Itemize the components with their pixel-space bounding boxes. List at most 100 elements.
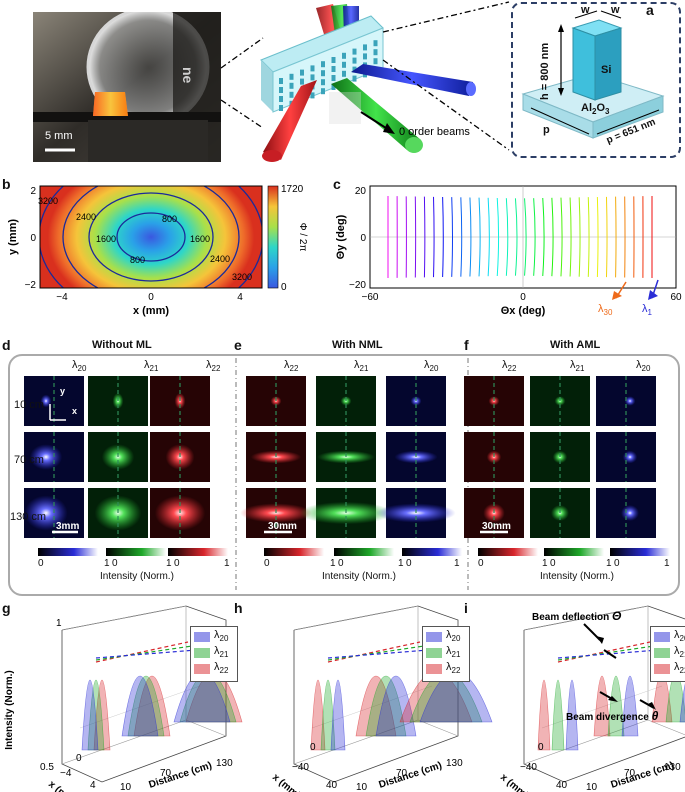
pillar: [363, 44, 367, 51]
tile-axis-x: x: [72, 406, 78, 416]
contour-label-7: 3200: [232, 272, 252, 282]
panel-label-b: b: [2, 176, 11, 192]
c-xtick-2: 60: [670, 292, 682, 303]
g-xtick-0: −4: [60, 768, 72, 779]
intensity-peak: [81, 679, 99, 751]
angle-line: [487, 197, 490, 277]
colorbar-label: Intensity (Norm.): [100, 571, 174, 582]
h-dtick-0: 10: [356, 782, 368, 792]
pillar: [331, 66, 336, 72]
legend-swatch: [194, 648, 210, 658]
panel-e-title: With NML: [332, 339, 383, 351]
b-ytick-1: 0: [30, 233, 36, 244]
metasurface-beams-diagram: 0 order beams: [221, 1, 510, 162]
legend-label: λ20: [214, 629, 229, 644]
intensity-peak: [593, 676, 611, 737]
intensity-peak: [127, 675, 165, 737]
colorbar-tick: 0: [406, 558, 412, 569]
beam-profile-grid: [24, 358, 670, 590]
colorbar-label: Intensity (Norm.): [540, 571, 614, 582]
beam-spot: [621, 505, 639, 521]
pillar: [279, 87, 283, 93]
colorbar-tick: 0: [478, 558, 484, 569]
legend-swatch: [654, 632, 670, 642]
colorbar-tick: 1: [330, 558, 336, 569]
pillar: [279, 105, 283, 111]
angle-line: [442, 196, 444, 278]
angle-line: [533, 198, 536, 276]
intensity-colorbar: [334, 548, 394, 556]
i-dlabel: Distance (cm): [610, 760, 676, 791]
f-col-2: λ20: [636, 359, 651, 374]
pillar: [279, 96, 283, 102]
peak-trend-line: [95, 645, 193, 661]
intensity-colorbar: [402, 548, 462, 556]
d-col-2: λ22: [206, 359, 221, 374]
intensity-peak: [375, 675, 417, 737]
angle-line: [433, 196, 435, 278]
pillar: [373, 49, 378, 56]
g-dtick-2: 130: [216, 758, 233, 769]
panel-label-a: a: [646, 2, 654, 18]
pillar: [300, 69, 304, 76]
intensity-peak: [330, 679, 346, 751]
peak-trend-line: [557, 645, 655, 661]
unit-w-top: w: [581, 4, 590, 16]
photo-drawing: ne: [33, 12, 221, 162]
plot3d-g: [61, 605, 243, 783]
beam-spot: [624, 396, 636, 406]
angle-line: [542, 197, 545, 277]
g-xtick-2: 4: [90, 780, 96, 791]
legend-swatch: [426, 648, 442, 658]
svg-text:ne: ne: [180, 67, 196, 84]
pillar: [310, 65, 315, 72]
b-xtick-2: 4: [237, 292, 243, 303]
colorbar-tick: 1: [398, 558, 404, 569]
angle-line: [496, 197, 500, 277]
intensity-peak: [565, 679, 579, 751]
phase-colorbar: [267, 185, 279, 289]
pillar: [300, 78, 304, 85]
divergence-label: Beam divergence θ: [566, 709, 659, 723]
h-xtick-2: 40: [326, 780, 338, 791]
angle-line: [587, 197, 590, 277]
colorbar-label: Intensity (Norm.): [322, 571, 396, 582]
g-dtick-1: 70: [160, 768, 172, 779]
g-ztick-1: 0.5: [40, 762, 54, 773]
angle-line: [551, 197, 554, 277]
contour-label-5: 1600: [190, 234, 210, 244]
pillar: [352, 57, 357, 64]
contour-label-6: 2400: [210, 254, 230, 264]
g-dtick-0: 10: [120, 782, 132, 792]
colorbar-min: 0: [281, 282, 287, 293]
contour-label-1: 2400: [76, 212, 96, 222]
colorbar-tick: 1: [606, 558, 612, 569]
panel-label-i: i: [464, 600, 468, 616]
pillar: [342, 61, 346, 68]
h-xtick-1: 0: [310, 742, 316, 753]
peak-trend-line: [95, 649, 197, 659]
b-ylabel: y (mm): [7, 219, 19, 255]
unit-substrate-label: Al2O3: [581, 102, 610, 117]
e-scale-label: 30mm: [268, 521, 297, 532]
legend-label: λ21: [446, 645, 461, 660]
sample-photo: ne 5 mm: [33, 12, 221, 162]
pillar: [342, 52, 346, 59]
legend-label: λ21: [214, 645, 229, 660]
intensity-peak: [607, 676, 625, 737]
beam-spot: [24, 495, 68, 531]
plot3d-i: [523, 605, 685, 783]
intensity-colorbar: [38, 548, 98, 556]
colorbar-tick: 0: [264, 558, 270, 569]
pillar: [331, 84, 336, 90]
beam-profile-frame: [8, 354, 680, 596]
legend-label: λ22: [214, 661, 229, 676]
legend-label: λ20: [446, 629, 461, 644]
pillar: [331, 75, 336, 81]
c-xtick-0: −60: [362, 292, 379, 303]
c-ytick-0: 20: [355, 186, 367, 197]
beam-spot: [40, 394, 52, 408]
intensity-colorbar: [610, 548, 670, 556]
row-label-70cm: 70 cm: [14, 454, 44, 466]
angle-line: [596, 196, 599, 278]
